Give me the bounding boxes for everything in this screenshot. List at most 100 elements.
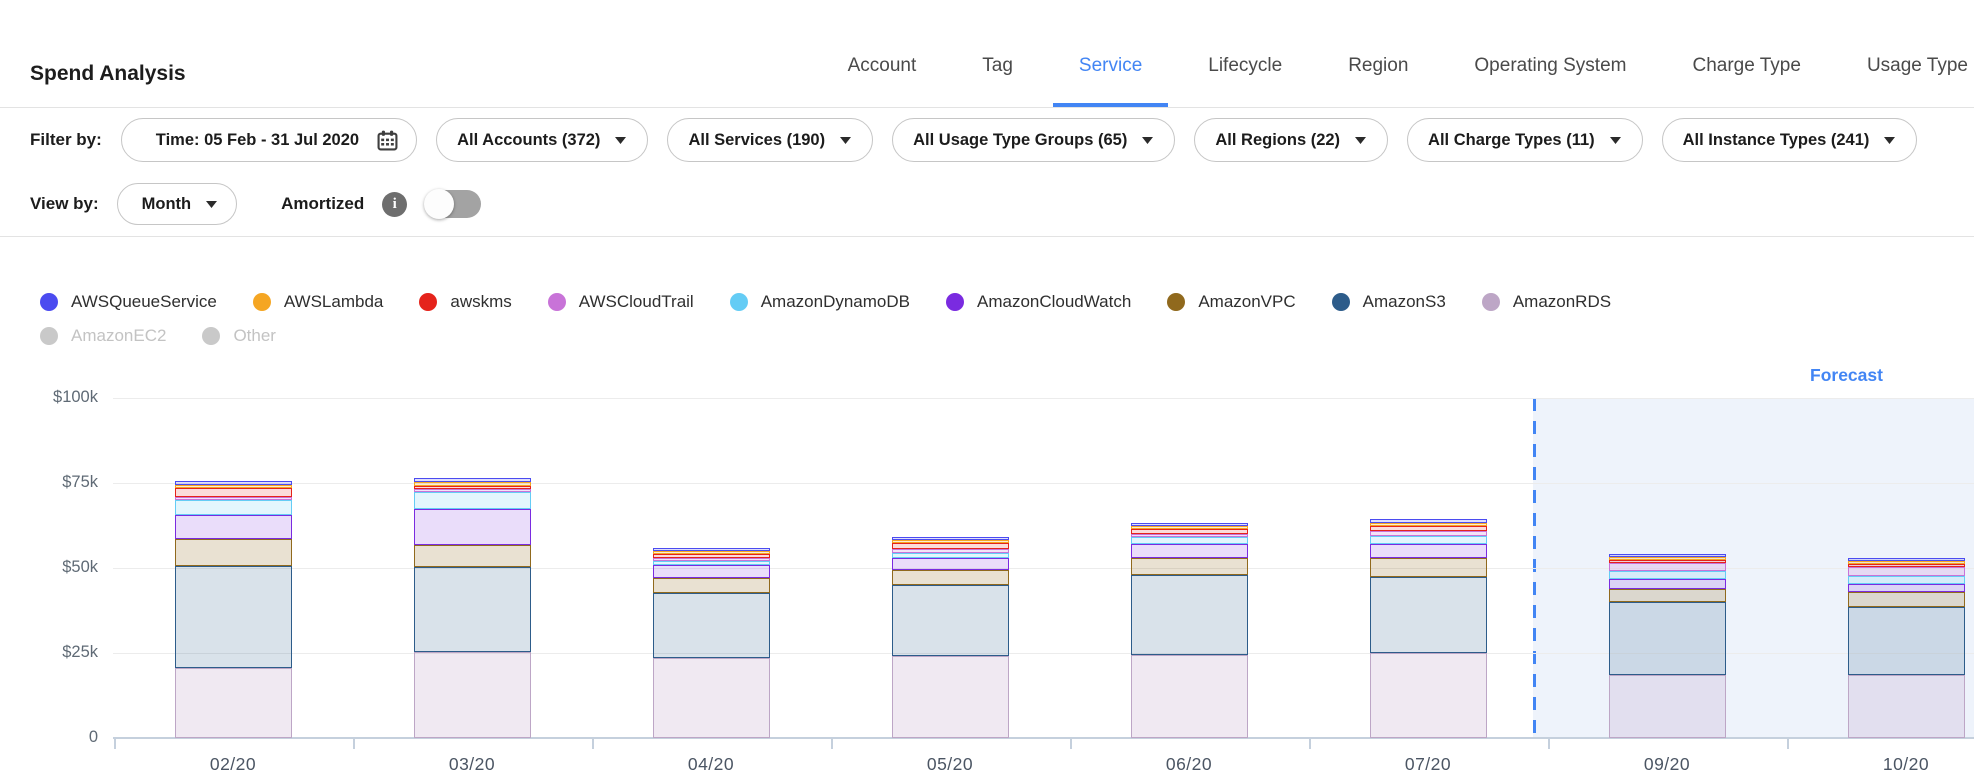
bar-segment-amazondynamodb[interactable] (1609, 571, 1726, 578)
bar-segment-amazoncloudwatch[interactable] (1370, 544, 1487, 558)
filter-dropdown-all-instance-types[interactable]: All Instance Types (241) (1662, 118, 1918, 162)
bar-05-20[interactable] (892, 537, 1009, 738)
bar-segment-amazonrds[interactable] (653, 658, 770, 738)
bar-segment-amazons3[interactable] (892, 585, 1009, 656)
bar-segment-amazonvpc[interactable] (1609, 589, 1726, 602)
bar-segment-amazonrds[interactable] (1370, 653, 1487, 738)
bar-02-20[interactable] (175, 481, 292, 738)
legend-row-2: AmazonEC2 Other (40, 322, 1974, 349)
legend-label: AWSCloudTrail (579, 292, 694, 312)
bar-segment-amazonvpc[interactable] (892, 570, 1009, 585)
tab-region[interactable]: Region (1348, 0, 1408, 107)
legend-label: AmazonEC2 (71, 326, 166, 346)
legend-item-amazonrds[interactable]: AmazonRDS (1482, 292, 1611, 312)
bar-segment-awscloudtrail[interactable] (1609, 563, 1726, 572)
bar-10-20-forecast[interactable] (1848, 558, 1965, 738)
bar-segment-amazonvpc[interactable] (1848, 592, 1965, 607)
x-axis-tick (831, 738, 833, 749)
tab-usage-type[interactable]: Usage Type (1867, 0, 1968, 107)
bar-09-20-forecast[interactable] (1609, 554, 1726, 738)
legend-dot-icon (253, 293, 271, 311)
legend-item-amazonec2[interactable]: AmazonEC2 (40, 326, 166, 346)
bar-segment-amazoncloudwatch[interactable] (653, 565, 770, 578)
bar-segment-amazonrds[interactable] (1131, 655, 1248, 738)
x-axis-tick (1787, 738, 1789, 749)
bar-segment-amazonvpc[interactable] (1131, 558, 1248, 575)
time-range-label: Time: 05 Feb - 31 Jul 2020 (156, 131, 359, 150)
filter-dropdown-all-usage-type-groups[interactable]: All Usage Type Groups (65) (892, 118, 1175, 162)
legend-item-awskms[interactable]: awskms (419, 292, 511, 312)
bar-segment-amazons3[interactable] (1848, 607, 1965, 675)
bar-segment-amazons3[interactable] (175, 566, 292, 668)
tab-operating-system[interactable]: Operating System (1474, 0, 1626, 107)
bar-segment-amazonrds[interactable] (1848, 675, 1965, 738)
bar-segment-amazonrds[interactable] (175, 668, 292, 738)
legend-item-awslambda[interactable]: AWSLambda (253, 292, 384, 312)
bar-segment-amazonrds[interactable] (892, 656, 1009, 738)
time-range-filter[interactable]: Time: 05 Feb - 31 Jul 2020 (121, 118, 417, 162)
tab-lifecycle[interactable]: Lifecycle (1208, 0, 1282, 107)
bar-segment-amazoncloudwatch[interactable] (175, 515, 292, 539)
bar-segment-amazons3[interactable] (1370, 577, 1487, 654)
filter-dropdown-label: All Usage Type Groups (65) (913, 131, 1127, 150)
chevron-down-icon (1141, 136, 1154, 145)
bar-04-20[interactable] (653, 548, 770, 738)
view-by-dropdown[interactable]: Month (117, 183, 237, 225)
y-axis-label-0: 0 (0, 728, 98, 747)
chevron-down-icon (614, 136, 627, 145)
filter-dropdown-all-accounts[interactable]: All Accounts (372) (436, 118, 648, 162)
calendar-icon (377, 130, 398, 151)
legend-item-other[interactable]: Other (202, 326, 276, 346)
bar-segment-amazoncloudwatch[interactable] (1131, 544, 1248, 558)
legend-label: Other (233, 326, 276, 346)
bar-segment-amazonrds[interactable] (1609, 675, 1726, 738)
bar-06-20[interactable] (1131, 523, 1248, 738)
bar-segment-amazonvpc[interactable] (653, 578, 770, 593)
filter-dropdown-all-charge-types[interactable]: All Charge Types (11) (1407, 118, 1643, 162)
legend-item-amazons3[interactable]: AmazonS3 (1332, 292, 1446, 312)
bar-segment-amazonrds[interactable] (414, 652, 531, 738)
bar-segment-amazonvpc[interactable] (1370, 558, 1487, 577)
tab-bar: Account Tag Service Lifecycle Region Operatin… (848, 0, 1968, 107)
legend-dot-icon (202, 327, 220, 345)
filter-dropdown-label: All Instance Types (241) (1683, 131, 1870, 150)
bar-segment-amazons3[interactable] (1131, 575, 1248, 655)
bar-segment-amazonvpc[interactable] (175, 539, 292, 566)
bar-segment-amazondynamodb[interactable] (175, 500, 292, 515)
bar-segment-amazons3[interactable] (1609, 602, 1726, 675)
bar-segment-amazons3[interactable] (653, 593, 770, 659)
legend-label: AWSLambda (284, 292, 384, 312)
tab-tag[interactable]: Tag (982, 0, 1013, 107)
legend-item-amazondynamodb[interactable]: AmazonDynamoDB (730, 292, 910, 312)
spend-analysis-page: Spend Analysis AccountTagServiceLifecycl… (0, 0, 1974, 784)
bar-segment-awskms[interactable] (175, 488, 292, 497)
bar-segment-amazondynamodb[interactable] (1370, 536, 1487, 545)
legend-item-awsqueueservice[interactable]: AWSQueueService (40, 292, 217, 312)
bar-segment-amazoncloudwatch[interactable] (892, 558, 1009, 570)
bar-segment-amazoncloudwatch[interactable] (1848, 584, 1965, 592)
bar-07-20[interactable] (1370, 519, 1487, 738)
bar-03-20[interactable] (414, 478, 531, 738)
tab-charge-type[interactable]: Charge Type (1692, 0, 1800, 107)
tab-service[interactable]: Service (1079, 0, 1142, 107)
amortized-toggle[interactable] (425, 190, 481, 218)
view-by-value: Month (142, 195, 191, 214)
tab-account[interactable]: Account (848, 0, 917, 107)
filter-dropdown-all-regions[interactable]: All Regions (22) (1194, 118, 1388, 162)
legend-dot-icon (419, 293, 437, 311)
bar-segment-amazonvpc[interactable] (414, 545, 531, 567)
y-axis-label--25k: $25k (0, 643, 98, 662)
bar-segment-amazondynamodb[interactable] (1131, 537, 1248, 544)
bar-segment-awscloudtrail[interactable] (1848, 567, 1965, 576)
info-icon[interactable]: i (382, 192, 407, 217)
legend-item-amazoncloudwatch[interactable]: AmazonCloudWatch (946, 292, 1131, 312)
x-axis-tick (1309, 738, 1311, 749)
legend-item-awscloudtrail[interactable]: AWSCloudTrail (548, 292, 694, 312)
bar-segment-amazondynamodb[interactable] (1848, 576, 1965, 584)
bar-segment-amazondynamodb[interactable] (414, 492, 531, 509)
filter-dropdown-all-services[interactable]: All Services (190) (667, 118, 873, 162)
legend-item-amazonvpc[interactable]: AmazonVPC (1167, 292, 1295, 312)
bar-segment-amazoncloudwatch[interactable] (414, 509, 531, 545)
bar-segment-amazoncloudwatch[interactable] (1609, 579, 1726, 589)
bar-segment-amazons3[interactable] (414, 567, 531, 652)
